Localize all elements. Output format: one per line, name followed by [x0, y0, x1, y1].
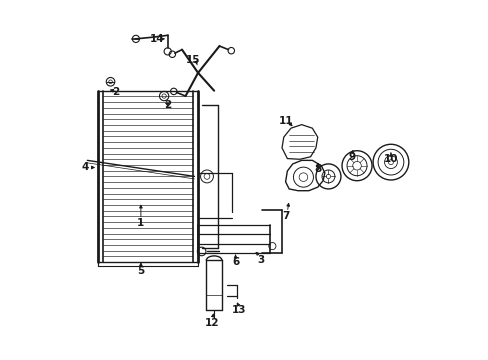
Text: 7: 7 — [281, 211, 289, 221]
Text: 1: 1 — [137, 218, 144, 228]
Text: 9: 9 — [347, 152, 354, 162]
Text: 6: 6 — [231, 257, 239, 267]
Text: 12: 12 — [204, 318, 219, 328]
Text: 10: 10 — [383, 154, 397, 163]
Text: 11: 11 — [278, 116, 292, 126]
Text: 15: 15 — [185, 55, 200, 65]
Text: 3: 3 — [256, 255, 264, 265]
Text: 13: 13 — [231, 305, 246, 315]
Text: 2: 2 — [112, 87, 119, 98]
Text: 14: 14 — [149, 34, 164, 44]
Text: 2: 2 — [164, 100, 171, 110]
Text: 8: 8 — [313, 164, 321, 174]
Text: 4: 4 — [81, 162, 89, 172]
Text: 5: 5 — [137, 266, 144, 276]
